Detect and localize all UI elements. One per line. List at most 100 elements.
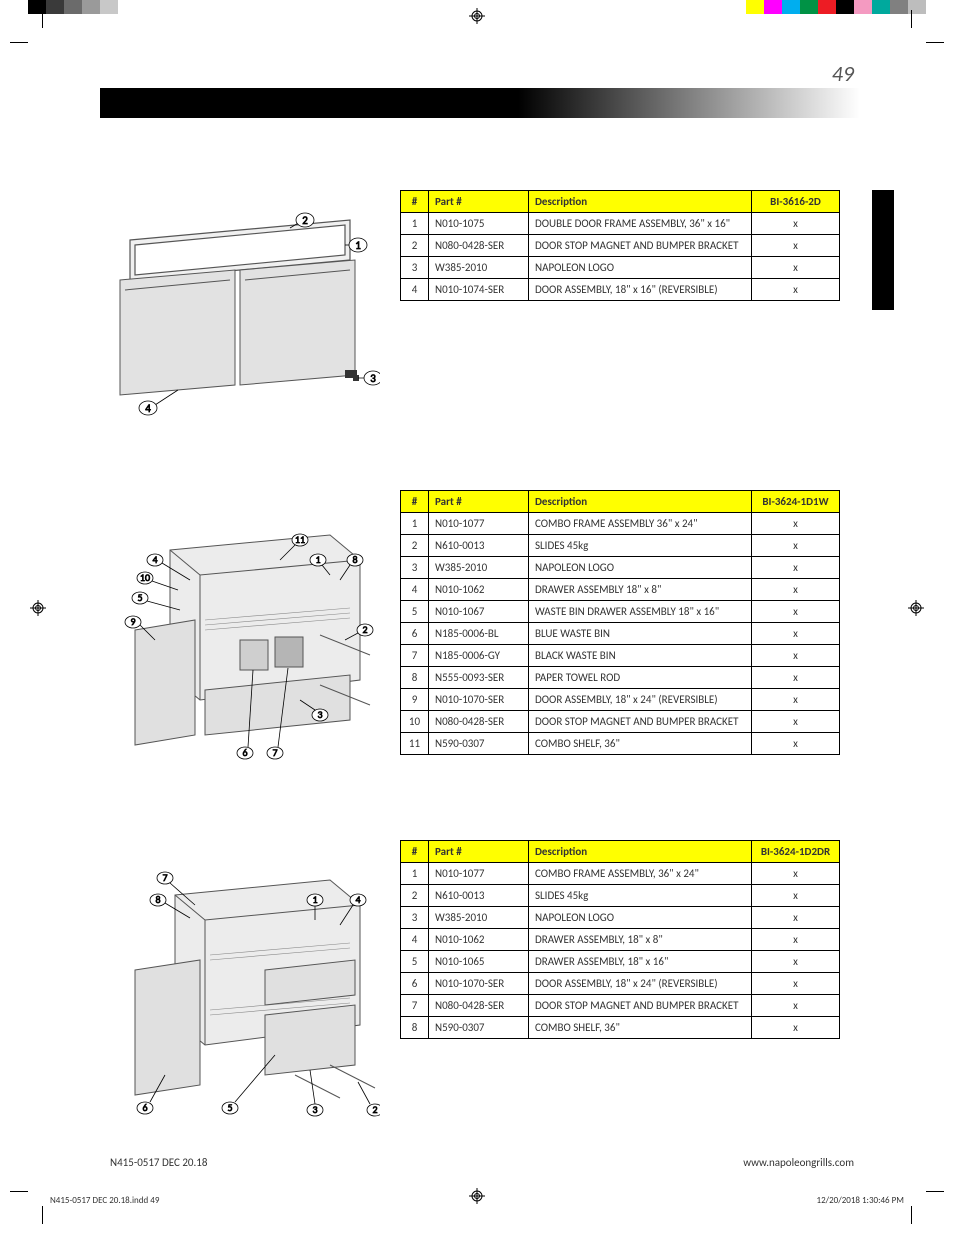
th-num: #	[401, 491, 429, 513]
cell-part: W385-2010	[429, 257, 529, 279]
svg-text:8: 8	[352, 553, 357, 566]
cell-mark: x	[752, 513, 840, 535]
footer-doc-id: N415-0517 DEC 20.18	[110, 1156, 207, 1169]
cell-mark: x	[752, 929, 840, 951]
cell-num: 6	[401, 973, 429, 995]
registration-mark-icon	[469, 1188, 485, 1204]
slug-timestamp: 12/20/2018 1:30:46 PM	[817, 1195, 904, 1206]
parts-table-3: # Part # Description BI-3624-1D2DR 1N010…	[400, 840, 840, 1039]
th-model: BI-3616-2D	[752, 191, 840, 213]
cell-num: 6	[401, 623, 429, 645]
th-desc: Description	[529, 841, 752, 863]
cell-mark: x	[752, 279, 840, 301]
cell-mark: x	[752, 863, 840, 885]
svg-text:9: 9	[130, 615, 135, 628]
svg-text:1: 1	[312, 893, 317, 906]
th-part: Part #	[429, 491, 529, 513]
header-gradient-bar	[100, 88, 860, 118]
cell-num: 8	[401, 667, 429, 689]
cell-mark: x	[752, 995, 840, 1017]
exploded-diagram-2: 11 4 10 5 9 1 8 2 3 6 7	[100, 490, 380, 770]
th-desc: Description	[529, 191, 752, 213]
cell-num: 11	[401, 733, 429, 755]
cell-part: N010-1062	[429, 579, 529, 601]
cell-part: N610-0013	[429, 535, 529, 557]
cell-part: N590-0307	[429, 733, 529, 755]
table-row: 10N080-0428-SERDOOR STOP MAGNET AND BUMP…	[401, 711, 840, 733]
crop-mark	[926, 1191, 944, 1192]
cell-mark: x	[752, 689, 840, 711]
section-bi-3624-1d2dr: 7 8 1 4 6 5 3 2 # Part # Description BI-…	[100, 840, 860, 1120]
table-row: 2N610-0013SLIDES 45kgx	[401, 535, 840, 557]
cell-part: N010-1074-SER	[429, 279, 529, 301]
exploded-diagram-1: 2 1 3 4	[100, 190, 380, 420]
cell-num: 2	[401, 885, 429, 907]
cell-desc: DOOR ASSEMBLY, 18" x 24" (REVERSIBLE)	[529, 973, 752, 995]
cell-mark: x	[752, 973, 840, 995]
cell-desc: WASTE BIN DRAWER ASSEMBLY 18" x 16"	[529, 601, 752, 623]
cell-part: N610-0013	[429, 885, 529, 907]
cell-desc: COMBO SHELF, 36"	[529, 1017, 752, 1039]
table-row: 3W385-2010NAPOLEON LOGOx	[401, 257, 840, 279]
cell-desc: NAPOLEON LOGO	[529, 257, 752, 279]
crop-mark	[10, 42, 28, 43]
cell-num: 3	[401, 557, 429, 579]
th-model: BI-3624-1D2DR	[752, 841, 840, 863]
svg-text:2: 2	[302, 214, 308, 227]
color-swatch	[46, 0, 64, 14]
table-row: 2N610-0013SLIDES 45kgx	[401, 885, 840, 907]
cell-part: N010-1070-SER	[429, 973, 529, 995]
svg-text:10: 10	[140, 571, 150, 584]
table-row: 5N010-1065DRAWER ASSEMBLY, 18" x 16"x	[401, 951, 840, 973]
cell-part: W385-2010	[429, 907, 529, 929]
svg-text:6: 6	[242, 746, 247, 759]
table-row: 3W385-2010NAPOLEON LOGOx	[401, 907, 840, 929]
svg-text:5: 5	[137, 591, 142, 604]
cell-part: N590-0307	[429, 1017, 529, 1039]
th-part: Part #	[429, 191, 529, 213]
crop-mark	[911, 10, 912, 28]
svg-text:4: 4	[152, 553, 157, 566]
color-swatch	[28, 0, 46, 14]
table-row: 1N010-1077COMBO FRAME ASSEMBLY, 36" x 24…	[401, 863, 840, 885]
table-row: 5N010-1067WASTE BIN DRAWER ASSEMBLY 18" …	[401, 601, 840, 623]
cell-desc: COMBO FRAME ASSEMBLY 36" x 24"	[529, 513, 752, 535]
svg-text:2: 2	[362, 623, 367, 636]
table-row: 7N185-0006-GYBLACK WASTE BINx	[401, 645, 840, 667]
color-swatch	[64, 0, 82, 14]
exploded-diagram-3: 7 8 1 4 6 5 3 2	[100, 840, 380, 1120]
table-row: 2N080-0428-SERDOOR STOP MAGNET AND BUMPE…	[401, 235, 840, 257]
cell-desc: BLUE WASTE BIN	[529, 623, 752, 645]
cell-num: 8	[401, 1017, 429, 1039]
cell-num: 2	[401, 235, 429, 257]
cell-num: 4	[401, 579, 429, 601]
svg-text:2: 2	[372, 1103, 377, 1116]
cell-num: 1	[401, 863, 429, 885]
color-swatch	[82, 0, 100, 14]
cell-part: N555-0093-SER	[429, 667, 529, 689]
cell-part: N010-1077	[429, 513, 529, 535]
cell-num: 7	[401, 995, 429, 1017]
cell-mark: x	[752, 907, 840, 929]
cell-num: 10	[401, 711, 429, 733]
crop-mark	[10, 1191, 28, 1192]
cell-desc: DOUBLE DOOR FRAME ASSEMBLY, 36" x 16"	[529, 213, 752, 235]
color-swatch	[818, 0, 836, 14]
cell-mark: x	[752, 711, 840, 733]
svg-text:11: 11	[295, 533, 305, 546]
crop-mark	[42, 10, 43, 28]
printer-swatch-bar-right	[746, 0, 926, 14]
color-swatch	[872, 0, 890, 14]
svg-text:3: 3	[317, 708, 322, 721]
cell-num: 5	[401, 601, 429, 623]
cell-desc: DOOR ASSEMBLY, 18" x 24" (REVERSIBLE)	[529, 689, 752, 711]
th-num: #	[401, 191, 429, 213]
svg-text:3: 3	[312, 1103, 317, 1116]
cell-mark: x	[752, 885, 840, 907]
cell-desc: SLIDES 45kg	[529, 885, 752, 907]
th-part: Part #	[429, 841, 529, 863]
svg-text:1: 1	[315, 553, 320, 566]
parts-table-1: # Part # Description BI-3616-2D 1N010-10…	[400, 190, 840, 301]
cell-desc: NAPOLEON LOGO	[529, 557, 752, 579]
cell-desc: DOOR STOP MAGNET AND BUMPER BRACKET	[529, 235, 752, 257]
